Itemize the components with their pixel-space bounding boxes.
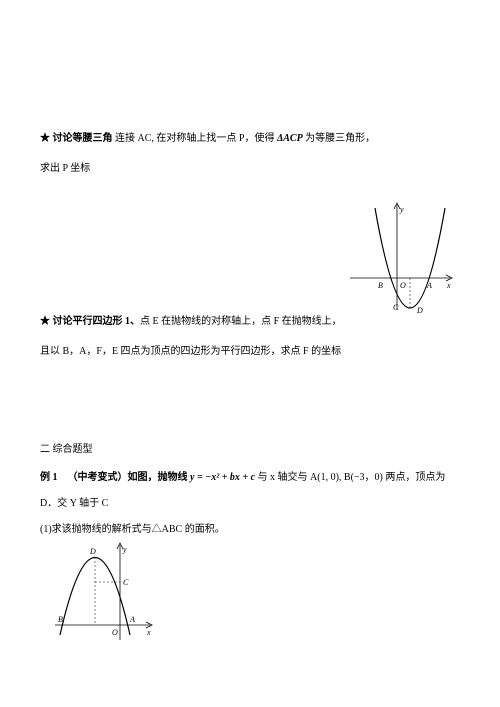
axis-y-label: y (399, 205, 404, 214)
section3-line2: D．交 Y 轴于 C (40, 495, 460, 513)
label-B: B (378, 281, 383, 290)
section1-text2: 为等腰三角形， (303, 133, 376, 144)
star-icon-2: ★ (40, 316, 50, 327)
label-D-2: D (89, 547, 96, 556)
section3-heading: 二 综合题型 (40, 441, 460, 459)
axis-y-label-2: y (122, 545, 127, 554)
section2-text1: 点 E 在抛物线的对称轴上，点 F 在抛物线上， (140, 316, 342, 327)
section2-label: 1、 (123, 316, 141, 327)
section-comprehensive: 二 综合题型 例 1 （中考变式）如图，抛物线 y = −x² + bx + c… (40, 441, 460, 539)
label-O-2: O (112, 628, 118, 637)
section1-line1: ★ 讨论等腰三角 连接 AC, 在对称轴上找一点 P，使得 ΔACP 为等腰三角… (40, 130, 460, 148)
parabola-up-svg: y x B O A C D (345, 200, 455, 330)
example-text1: 与 x 轴交与 A(1, 0), B(−3，0) 两点，顶点为 (255, 472, 445, 483)
label-B-2: B (58, 615, 63, 624)
label-C-2: C (123, 578, 129, 587)
label-D: D (416, 306, 423, 315)
section1-line2: 求出 P 坐标 (40, 160, 460, 178)
example-formula: y = −x² + bx + c (190, 472, 255, 483)
axis-x-label: x (446, 281, 451, 290)
axis-x-label-2: x (146, 628, 151, 637)
parabola-down-svg: y x B O A C D (50, 540, 160, 650)
section2-line2: 且以 B，A，F，E 四点为顶点的四边形为平行四边形，求点 F 的坐标 (40, 343, 460, 361)
section-isosceles: ★ 讨论等腰三角 连接 AC, 在对称轴上找一点 P，使得 ΔACP 为等腰三角… (40, 130, 460, 178)
figure-parabola-up: y x B O A C D (345, 200, 455, 330)
section1-text1: 连接 AC, 在对称轴上找一点 P，使得 (113, 133, 277, 144)
example-label: 例 1 (40, 472, 60, 483)
section3-example: 例 1 （中考变式）如图，抛物线 y = −x² + bx + c 与 x 轴交… (40, 469, 460, 487)
label-C: C (393, 303, 399, 312)
label-O: O (400, 281, 406, 290)
section1-formula: ΔACP (277, 133, 303, 144)
example-source: （中考变式）如图，抛物线 (68, 472, 191, 483)
label-A: A (426, 281, 432, 290)
section3-question: (1)求该抛物线的解析式与△ABC 的面积。 (40, 521, 460, 539)
star-icon: ★ (40, 133, 50, 144)
label-A-2: A (129, 615, 135, 624)
section1-title: 讨论等腰三角 (50, 133, 113, 144)
figure-parabola-down: y x B O A C D (50, 540, 160, 650)
section2-title: 讨论平行四边形 (50, 316, 123, 327)
